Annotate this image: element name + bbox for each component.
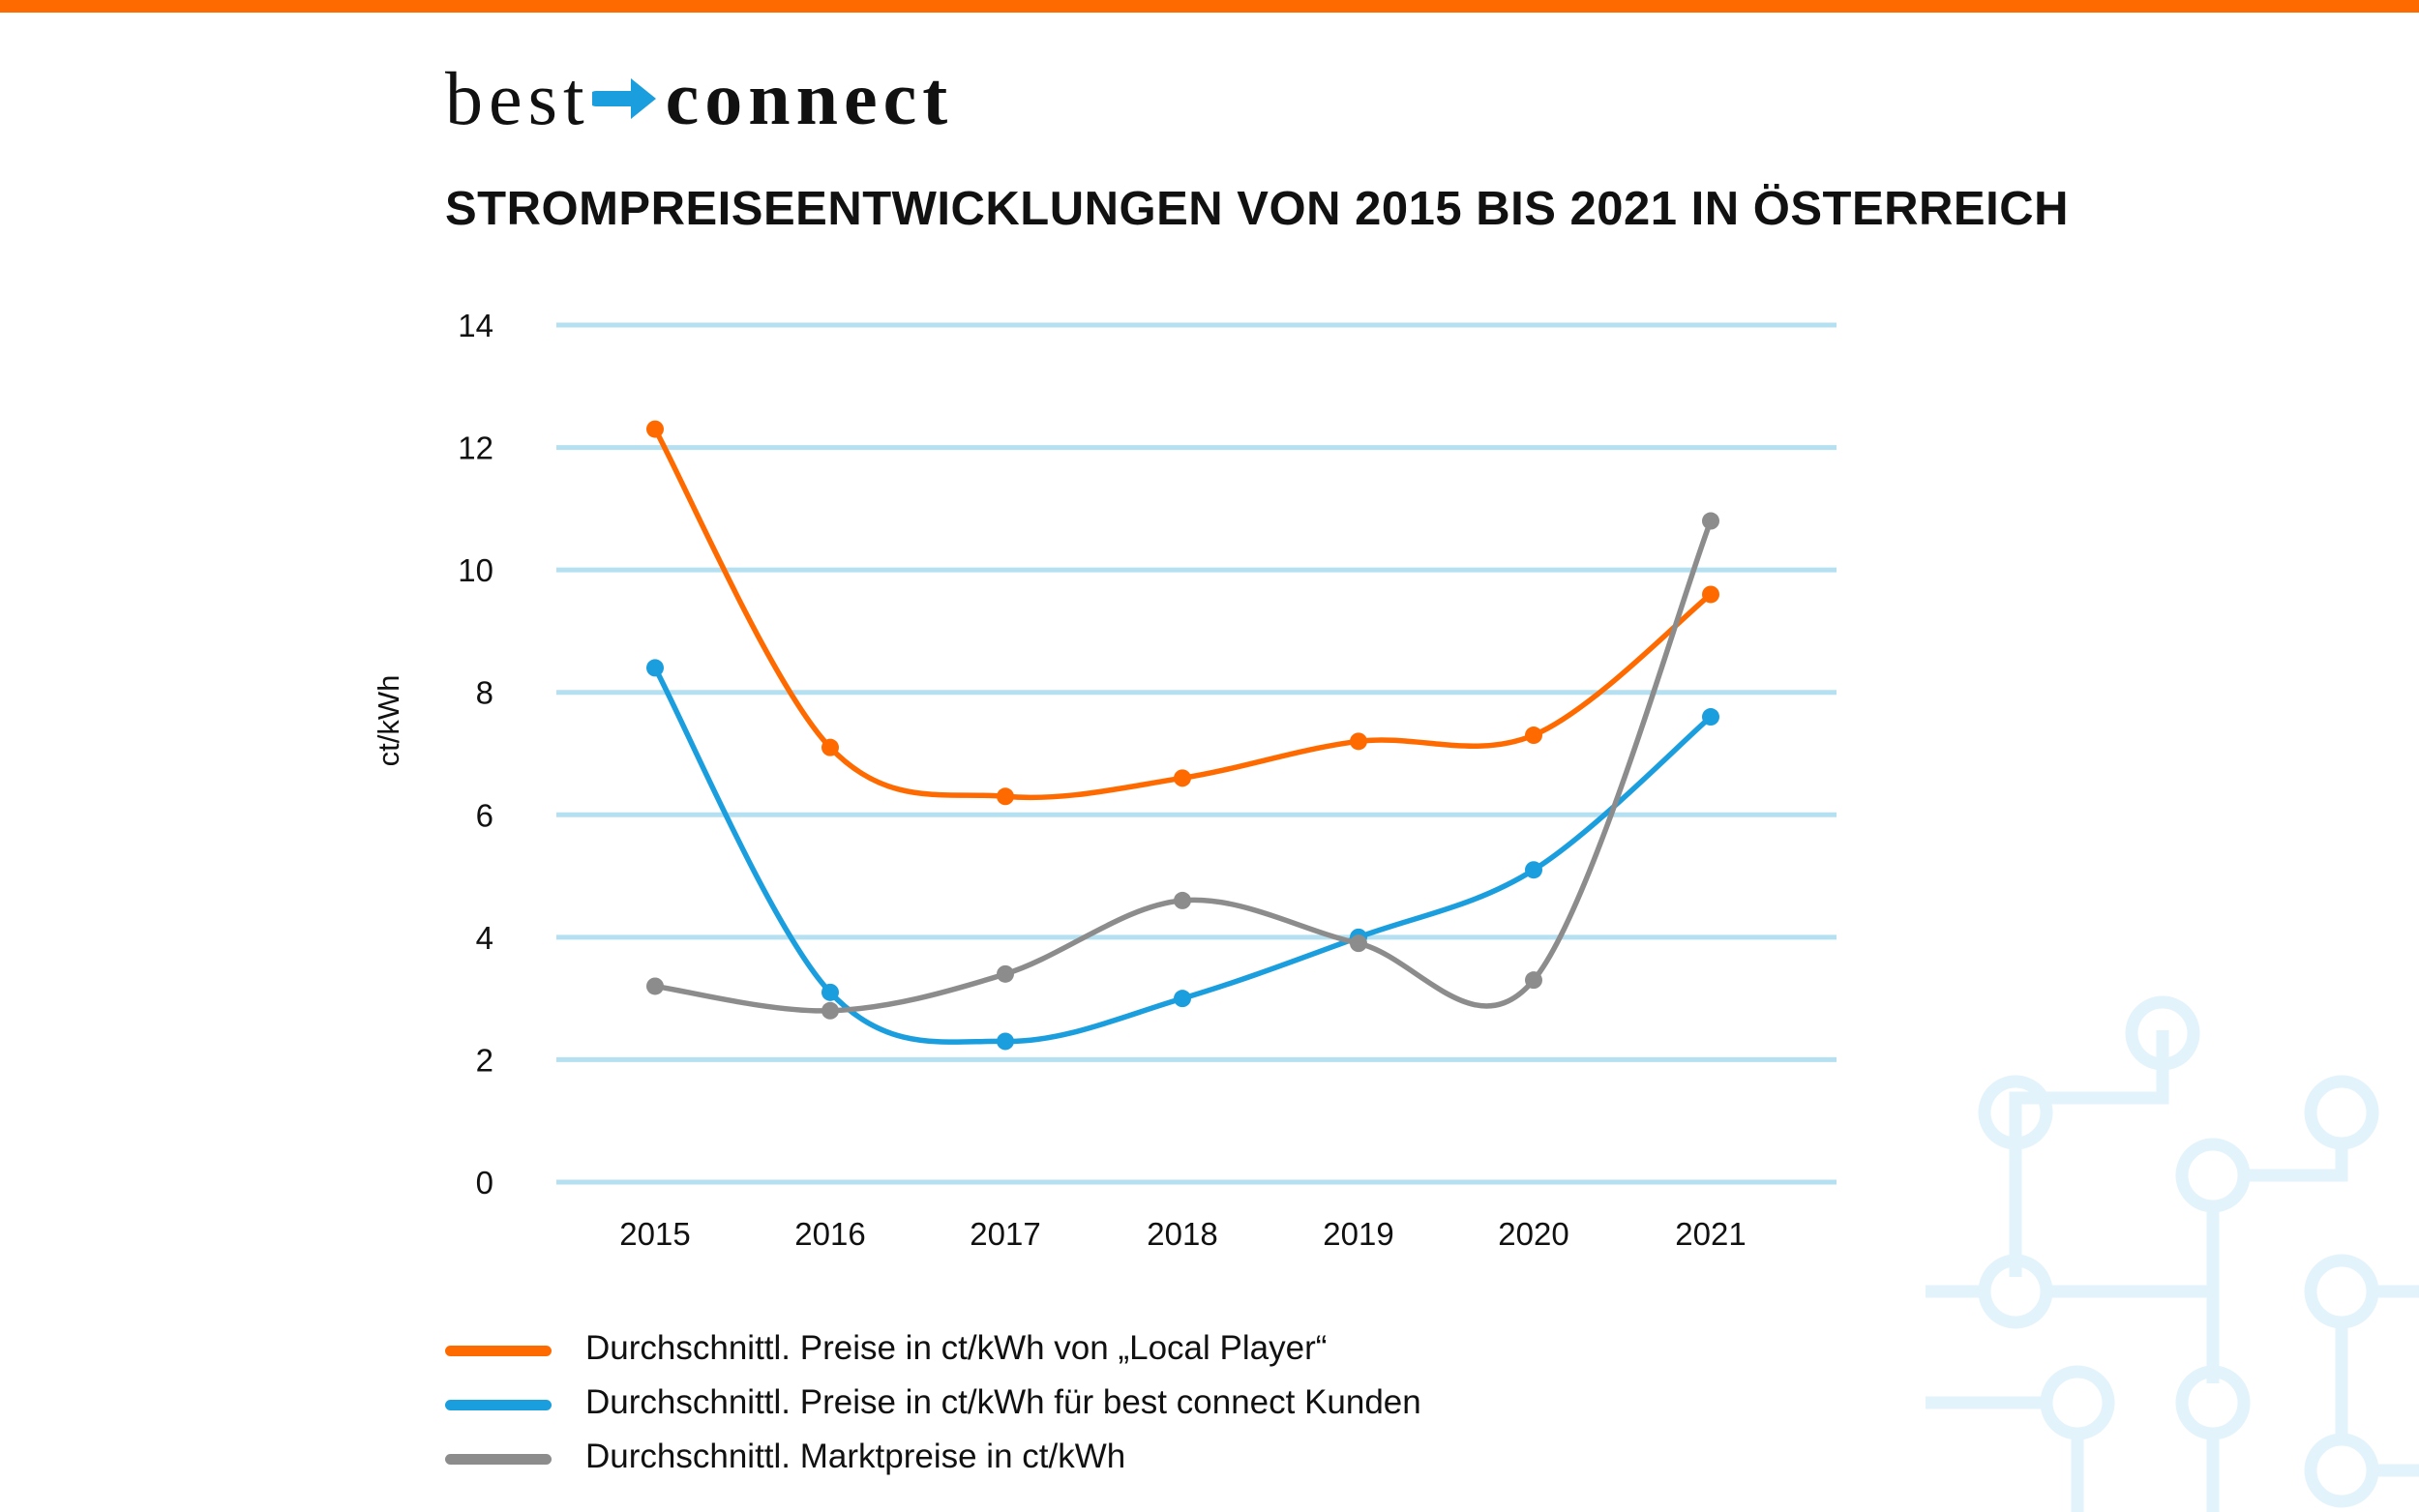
y-tick-label: 6 [476,797,493,833]
y-tick-label: 14 [458,308,493,343]
arrow-right-icon [591,78,656,119]
data-point [997,964,1014,983]
x-tick-label: 2017 [970,1216,1040,1252]
x-tick-label: 2021 [1675,1216,1746,1252]
data-point [1350,732,1367,751]
page-title: STROMPREISEENTWICKLUNGEN VON 2015 BIS 20… [445,183,2069,235]
data-point [1174,990,1191,1008]
legend-swatch [445,1346,552,1356]
data-point [1174,891,1191,909]
x-tick-label: 2018 [1147,1216,1217,1252]
data-point [1702,512,1719,530]
data-point [1702,585,1719,604]
data-point [997,1032,1014,1051]
y-tick-label: 12 [458,430,493,466]
data-point [1525,861,1542,879]
y-tick-label: 0 [476,1165,493,1201]
legend-swatch [445,1454,552,1465]
data-point [1350,934,1367,953]
x-tick-label: 2016 [794,1216,865,1252]
y-tick-label: 4 [476,920,493,956]
data-point [1525,971,1542,990]
circuit-pattern-icon [1926,995,2419,1512]
y-axis-label: ct/kWh [372,675,405,767]
y-tick-label: 2 [476,1042,493,1078]
brand-word-connect: connect [665,56,954,140]
data-point [1525,726,1542,745]
brand-word-best: best [445,56,590,140]
legend-label: Durchschnittl. Preise in ct/kWh von „Loc… [585,1329,1328,1367]
legend-label: Durchschnittl. Preise in ct/kWh für best… [585,1383,1421,1421]
legend-label: Durchschnittl. Marktpreise in ct/kWh [585,1438,1126,1475]
x-tick-label: 2015 [619,1216,690,1252]
y-tick-label: 10 [458,552,493,588]
data-point [1174,769,1191,787]
data-point [646,977,664,995]
data-point [997,787,1014,806]
x-tick-label: 2019 [1323,1216,1393,1252]
top-accent-bar [0,0,2419,13]
data-point [821,738,839,756]
y-tick-label: 8 [476,675,493,711]
data-point [646,420,664,438]
x-tick-label: 2020 [1498,1216,1568,1252]
series-line-3 [652,518,1714,1014]
data-point [821,983,839,1001]
legend-swatch [445,1400,552,1410]
data-point [821,1001,839,1020]
data-point [1702,708,1719,726]
data-point [646,659,664,677]
brand-logo: best connect [445,50,953,147]
series-line-1 [652,426,1714,801]
